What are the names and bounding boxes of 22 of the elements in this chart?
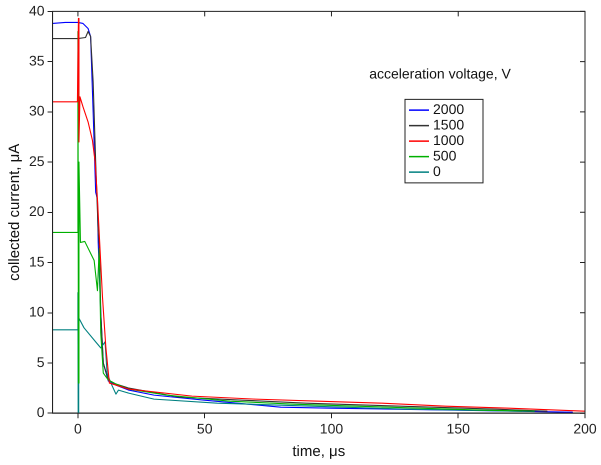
y-tick-label: 0 — [36, 404, 45, 420]
x-axis-title: time, μs — [292, 443, 346, 460]
y-tick-label: 35 — [28, 52, 45, 68]
y-tick-label: 5 — [36, 354, 45, 370]
x-tick-label: 100 — [320, 420, 344, 436]
legend-label: 500 — [433, 148, 457, 164]
x-tick-label: 200 — [573, 420, 597, 436]
legend-label: 1000 — [433, 132, 464, 148]
x-tick-label: 150 — [446, 420, 470, 436]
y-axis-title: collected current, μA — [6, 144, 24, 281]
y-tick-label: 25 — [28, 152, 45, 169]
y-tick-label: 30 — [28, 102, 45, 119]
y-tick-label: 15 — [28, 253, 45, 270]
y-tick-label: 40 — [28, 2, 45, 18]
legend-title: acceleration voltage, V — [369, 65, 512, 82]
x-tick-label: 0 — [74, 420, 82, 436]
legend-label: 1500 — [433, 116, 464, 133]
legend-label: 0 — [433, 163, 441, 180]
legend-label: 2000 — [433, 101, 464, 118]
y-tick-label: 10 — [28, 304, 45, 320]
y-tick-label: 20 — [28, 203, 45, 220]
x-tick-label: 50 — [196, 420, 213, 436]
